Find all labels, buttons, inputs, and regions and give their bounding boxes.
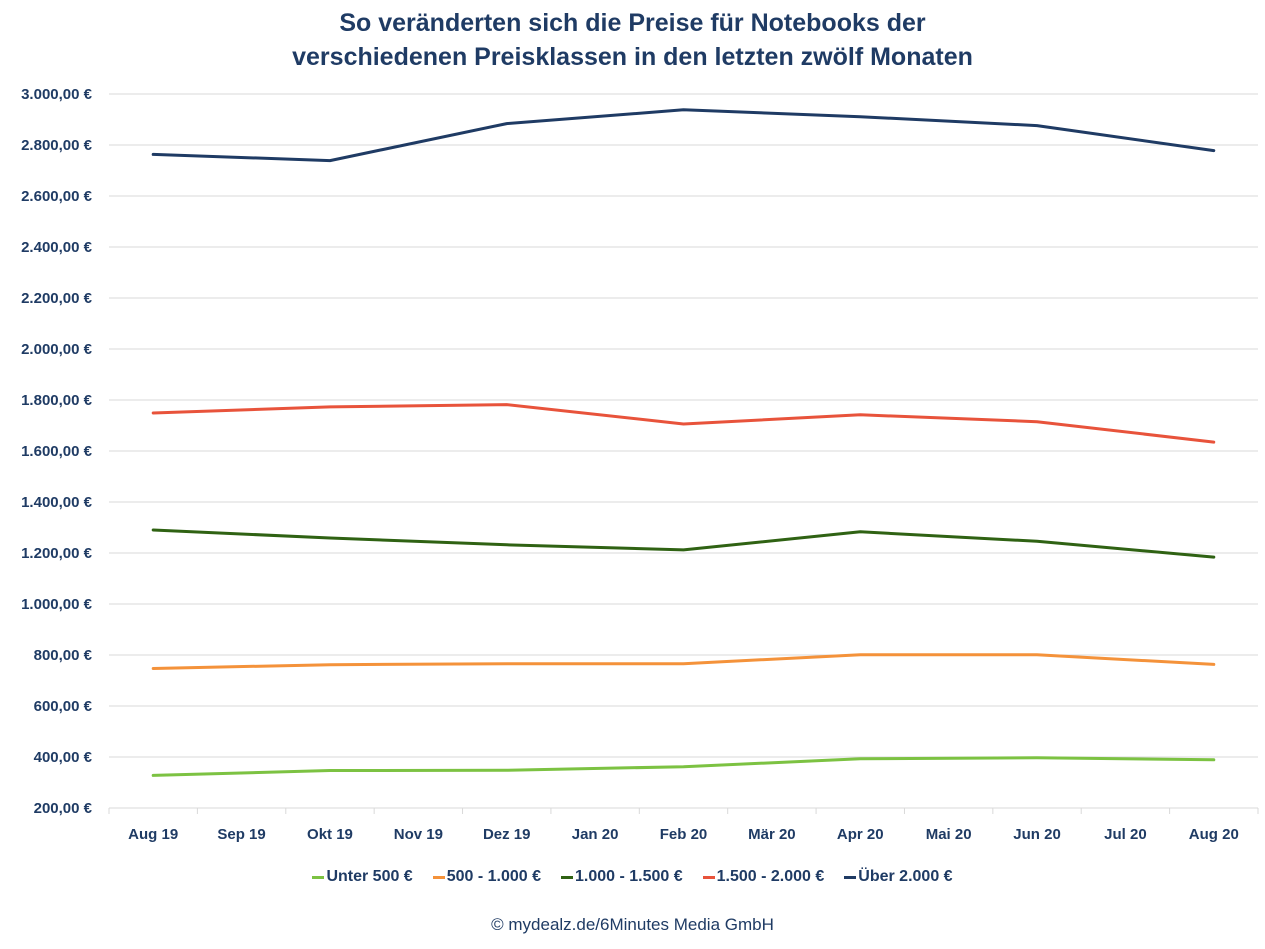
series-line-1	[151, 756, 1216, 777]
x-tick-label: Mai 20	[926, 826, 972, 843]
legend-swatch	[844, 875, 857, 879]
x-tick-label: Nov 19	[394, 826, 443, 843]
x-tick-label: Apr 20	[837, 826, 884, 843]
legend-label: 1.500 - 2.000 €	[716, 868, 825, 885]
legend-swatch	[312, 875, 325, 879]
y-tick-label: 1.200,00 €	[21, 545, 93, 562]
x-tick-label: Sep 19	[217, 826, 265, 843]
x-tick-label: Jul 20	[1104, 826, 1147, 843]
legend-label: Unter 500 €	[326, 868, 413, 885]
y-tick-label: 2.400,00 €	[21, 239, 93, 256]
chart-legend: Unter 500 € 500 - 1.000 € 1.000 - 1.500 € 1…	[0, 868, 1265, 886]
y-tick-label: 1.000,00 €	[21, 596, 93, 613]
legend-item-5: Über 2.000 €	[844, 868, 953, 886]
legend-item-1: Unter 500 €	[312, 868, 413, 886]
x-tick-label: Dez 19	[483, 826, 531, 843]
legend-swatch	[702, 875, 715, 879]
y-tick-label: 200,00 €	[34, 800, 93, 817]
line-chart: 200,00 € 400,00 € 600,00 € 800,00 € 1.000,00…	[21, 86, 1259, 843]
series-line-3	[151, 528, 1216, 559]
legend-item-3: 1.000 - 1.500 €	[561, 868, 683, 886]
y-tick-label: 600,00 €	[34, 698, 93, 715]
x-tick-label: Mär 20	[748, 826, 796, 843]
series-line-4	[151, 403, 1216, 444]
y-tick-label: 800,00 €	[34, 647, 93, 664]
y-tick-label: 2.600,00 €	[21, 188, 93, 205]
legend-item-4: 1.500 - 2.000 €	[702, 868, 825, 886]
y-tick-label: 1.800,00 €	[21, 392, 93, 409]
legend-label: 1.000 - 1.500 €	[575, 868, 683, 885]
x-tick-label: Jun 20	[1013, 826, 1061, 843]
chart-title-line-1: So veränderten sich die Preise für Noteb…	[339, 9, 926, 37]
y-tick-label: 1.400,00 €	[21, 494, 93, 511]
x-tick-label: Okt 19	[307, 826, 353, 843]
series-line-5	[151, 108, 1216, 163]
copyright-credit: © mydealz.de/6Minutes Media GmbH	[491, 915, 774, 934]
x-tick-label: Aug 20	[1189, 826, 1239, 843]
legend-label: Über 2.000 €	[858, 868, 953, 885]
y-tick-label: 2.000,00 €	[21, 341, 93, 358]
legend-item-2: 500 - 1.000 €	[432, 868, 541, 886]
legend-label: 500 - 1.000 €	[446, 868, 541, 885]
legend-swatch	[432, 875, 445, 879]
legend-swatch	[561, 875, 573, 879]
y-tick-label: 1.600,00 €	[21, 443, 93, 460]
x-tick-label: Jan 20	[572, 826, 619, 843]
chart-title: So veränderten sich die Preise für Noteb…	[0, 6, 1265, 74]
series-line-2	[151, 653, 1216, 670]
y-tick-label: 400,00 €	[34, 749, 93, 766]
x-tick-label: Aug 19	[128, 826, 178, 843]
y-tick-label: 2.200,00 €	[21, 290, 93, 307]
y-tick-label: 3.000,00 €	[21, 86, 93, 103]
chart-subtitle: verschiedenen Preisklassen in den letzte…	[292, 43, 973, 71]
y-tick-label: 2.800,00 €	[21, 137, 93, 154]
x-tick-label: Feb 20	[660, 826, 708, 843]
